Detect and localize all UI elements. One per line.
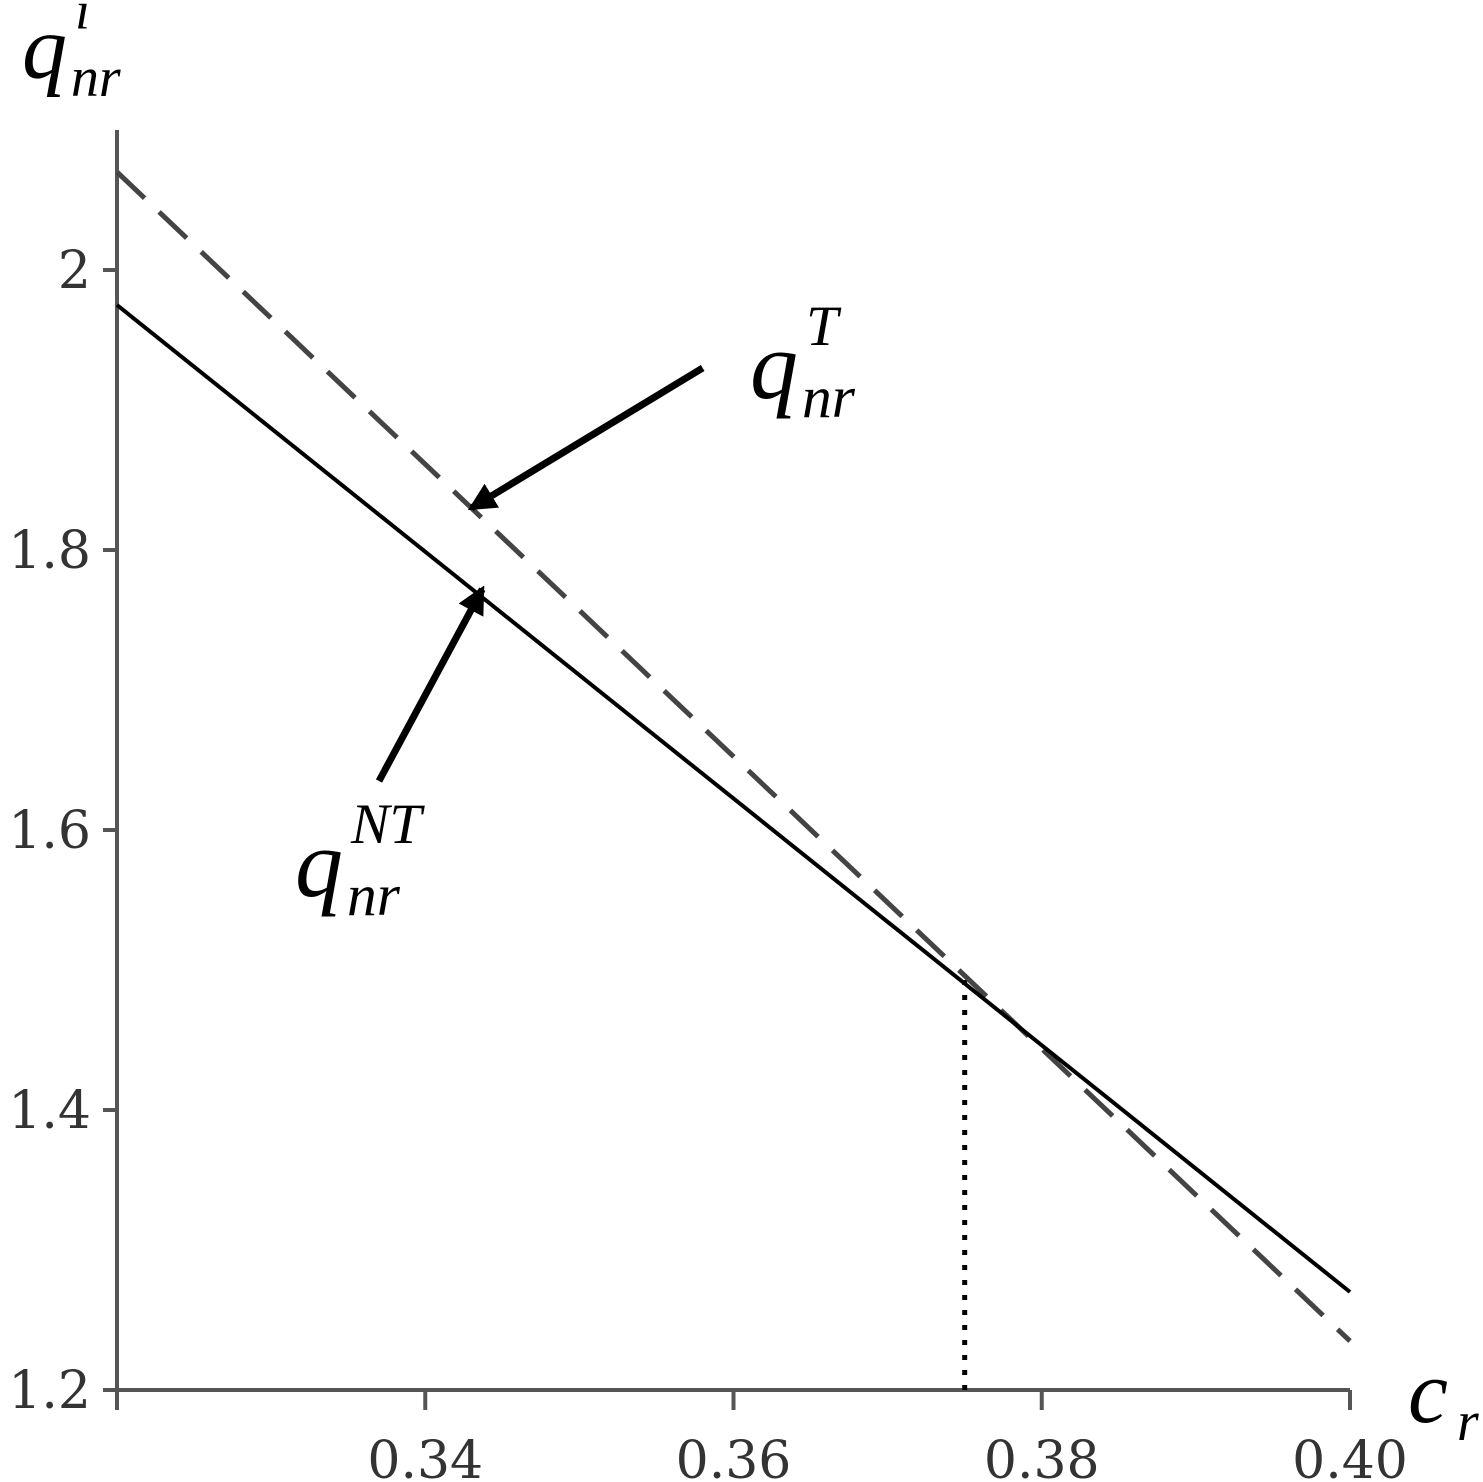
annotation-arrow-t	[467, 365, 705, 511]
series-line-t	[115, 170, 1352, 1343]
y-tick-label: 2	[58, 241, 91, 301]
series-label-t: q nrT	[750, 295, 856, 430]
x-tick-label: 0.38	[984, 1431, 1100, 1482]
series-label-t-superscript: T	[806, 295, 842, 358]
axes: 1.2 1.4 1.6 1.8 2 0.34 0.36 0.38 0.40	[8, 130, 1408, 1482]
y-axis-label: q nr i	[22, 0, 121, 109]
annotation-arrow-nt	[375, 585, 486, 783]
y-tick-label: 1.4	[8, 1081, 91, 1141]
plot-area	[115, 170, 1352, 1390]
x-tick-label: 0.34	[367, 1431, 483, 1482]
x-tick-label: 0.40	[1292, 1431, 1408, 1482]
y-tick-label: 1.8	[8, 521, 91, 581]
x-tick-label: 0.36	[676, 1431, 792, 1482]
x-axis-label-base: c	[1408, 1343, 1448, 1442]
y-axis-label-base: q	[22, 0, 67, 98]
y-axis-label-subscript: nr	[71, 47, 121, 109]
y-tick-label: 1.2	[8, 1361, 91, 1421]
y-tick-label: 1.6	[8, 801, 91, 861]
annotations	[375, 365, 705, 783]
series-label-t-base: q	[750, 312, 798, 419]
series-label-nt-base: q	[295, 810, 343, 917]
y-axis-label-superscript: i	[75, 0, 90, 41]
series-label-t-subscript: nr	[802, 364, 856, 430]
series-line-nt	[115, 303, 1352, 1294]
x-axis-label-subscript: r	[1457, 1391, 1479, 1453]
series-label-nt-subscript: nr	[347, 862, 401, 928]
series-label-nt-superscript: NT	[350, 793, 425, 856]
